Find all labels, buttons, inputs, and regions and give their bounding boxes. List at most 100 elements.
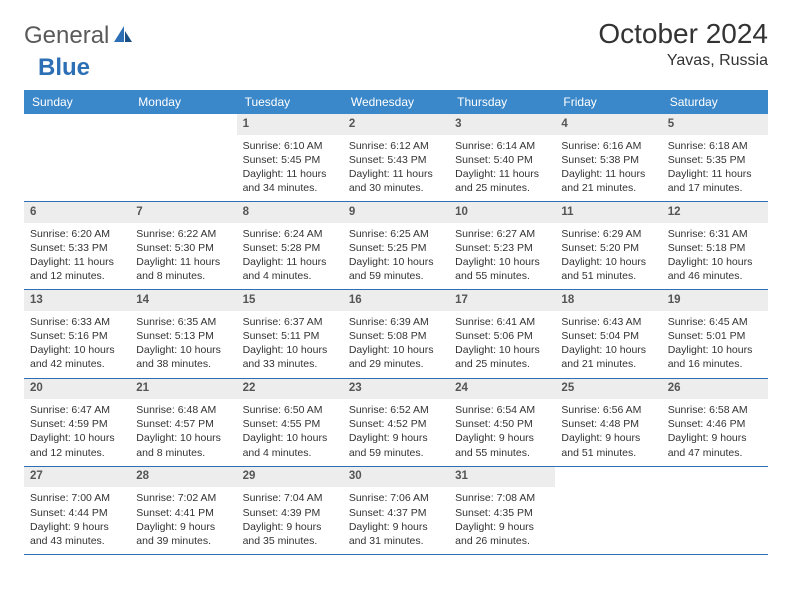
day-cell: 12Sunrise: 6:31 AMSunset: 5:18 PMDayligh… [662, 202, 768, 289]
day-cell: 11Sunrise: 6:29 AMSunset: 5:20 PMDayligh… [555, 202, 661, 289]
day-info: Sunrise: 6:35 AMSunset: 5:13 PMDaylight:… [130, 313, 236, 378]
day-info: Sunrise: 6:58 AMSunset: 4:46 PMDaylight:… [662, 401, 768, 466]
day-cell: 25Sunrise: 6:56 AMSunset: 4:48 PMDayligh… [555, 379, 661, 466]
week-row: 20Sunrise: 6:47 AMSunset: 4:59 PMDayligh… [24, 379, 768, 467]
weeks-container: 1Sunrise: 6:10 AMSunset: 5:45 PMDaylight… [24, 114, 768, 555]
day-info: Sunrise: 6:20 AMSunset: 5:33 PMDaylight:… [24, 225, 130, 290]
day-number: 17 [449, 290, 555, 311]
day-cell: 2Sunrise: 6:12 AMSunset: 5:43 PMDaylight… [343, 114, 449, 201]
week-row: 27Sunrise: 7:00 AMSunset: 4:44 PMDayligh… [24, 467, 768, 555]
day-info: Sunrise: 6:22 AMSunset: 5:30 PMDaylight:… [130, 225, 236, 290]
day-info: Sunrise: 6:37 AMSunset: 5:11 PMDaylight:… [237, 313, 343, 378]
day-info: Sunrise: 7:04 AMSunset: 4:39 PMDaylight:… [237, 489, 343, 554]
day-number: 28 [130, 467, 236, 488]
day-cell: 5Sunrise: 6:18 AMSunset: 5:35 PMDaylight… [662, 114, 768, 201]
day-cell: 4Sunrise: 6:16 AMSunset: 5:38 PMDaylight… [555, 114, 661, 201]
logo-text-blue: Blue [38, 54, 90, 82]
day-number: 20 [24, 379, 130, 400]
day-number: 14 [130, 290, 236, 311]
day-number: 23 [343, 379, 449, 400]
day-cell: 9Sunrise: 6:25 AMSunset: 5:25 PMDaylight… [343, 202, 449, 289]
day-info: Sunrise: 6:18 AMSunset: 5:35 PMDaylight:… [662, 137, 768, 202]
day-info: Sunrise: 6:33 AMSunset: 5:16 PMDaylight:… [24, 313, 130, 378]
day-cell: 7Sunrise: 6:22 AMSunset: 5:30 PMDaylight… [130, 202, 236, 289]
day-number: 24 [449, 379, 555, 400]
day-info: Sunrise: 6:39 AMSunset: 5:08 PMDaylight:… [343, 313, 449, 378]
day-info: Sunrise: 6:12 AMSunset: 5:43 PMDaylight:… [343, 137, 449, 202]
weekday-label: Thursday [449, 90, 555, 114]
day-cell: 26Sunrise: 6:58 AMSunset: 4:46 PMDayligh… [662, 379, 768, 466]
day-number: 11 [555, 202, 661, 223]
month-title: October 2024 [598, 18, 768, 50]
day-info: Sunrise: 6:43 AMSunset: 5:04 PMDaylight:… [555, 313, 661, 378]
day-info: Sunrise: 6:27 AMSunset: 5:23 PMDaylight:… [449, 225, 555, 290]
day-cell: 6Sunrise: 6:20 AMSunset: 5:33 PMDaylight… [24, 202, 130, 289]
day-info: Sunrise: 6:16 AMSunset: 5:38 PMDaylight:… [555, 137, 661, 202]
week-row: 13Sunrise: 6:33 AMSunset: 5:16 PMDayligh… [24, 290, 768, 378]
weekday-header: SundayMondayTuesdayWednesdayThursdayFrid… [24, 90, 768, 114]
day-info: Sunrise: 6:52 AMSunset: 4:52 PMDaylight:… [343, 401, 449, 466]
day-number: 1 [237, 114, 343, 135]
day-info: Sunrise: 7:02 AMSunset: 4:41 PMDaylight:… [130, 489, 236, 554]
day-cell: 13Sunrise: 6:33 AMSunset: 5:16 PMDayligh… [24, 290, 130, 377]
day-cell: 10Sunrise: 6:27 AMSunset: 5:23 PMDayligh… [449, 202, 555, 289]
day-number: 18 [555, 290, 661, 311]
day-number: 8 [237, 202, 343, 223]
day-number: 19 [662, 290, 768, 311]
day-info: Sunrise: 6:29 AMSunset: 5:20 PMDaylight:… [555, 225, 661, 290]
calendar: SundayMondayTuesdayWednesdayThursdayFrid… [24, 90, 768, 555]
day-number: 21 [130, 379, 236, 400]
day-cell: 18Sunrise: 6:43 AMSunset: 5:04 PMDayligh… [555, 290, 661, 377]
location: Yavas, Russia [598, 52, 768, 70]
day-cell: 1Sunrise: 6:10 AMSunset: 5:45 PMDaylight… [237, 114, 343, 201]
day-cell: 3Sunrise: 6:14 AMSunset: 5:40 PMDaylight… [449, 114, 555, 201]
day-cell: 30Sunrise: 7:06 AMSunset: 4:37 PMDayligh… [343, 467, 449, 554]
weekday-label: Wednesday [343, 90, 449, 114]
weekday-label: Sunday [24, 90, 130, 114]
day-info: Sunrise: 6:45 AMSunset: 5:01 PMDaylight:… [662, 313, 768, 378]
day-cell: 16Sunrise: 6:39 AMSunset: 5:08 PMDayligh… [343, 290, 449, 377]
day-info: Sunrise: 6:50 AMSunset: 4:55 PMDaylight:… [237, 401, 343, 466]
day-info: Sunrise: 7:00 AMSunset: 4:44 PMDaylight:… [24, 489, 130, 554]
day-info: Sunrise: 6:56 AMSunset: 4:48 PMDaylight:… [555, 401, 661, 466]
day-cell: 17Sunrise: 6:41 AMSunset: 5:06 PMDayligh… [449, 290, 555, 377]
day-number: 12 [662, 202, 768, 223]
day-number: 9 [343, 202, 449, 223]
day-info: Sunrise: 6:48 AMSunset: 4:57 PMDaylight:… [130, 401, 236, 466]
day-cell: 28Sunrise: 7:02 AMSunset: 4:41 PMDayligh… [130, 467, 236, 554]
week-row: 1Sunrise: 6:10 AMSunset: 5:45 PMDaylight… [24, 114, 768, 202]
day-number: 13 [24, 290, 130, 311]
day-info: Sunrise: 6:10 AMSunset: 5:45 PMDaylight:… [237, 137, 343, 202]
day-info: Sunrise: 6:47 AMSunset: 4:59 PMDaylight:… [24, 401, 130, 466]
empty-cell [24, 114, 130, 201]
day-cell: 15Sunrise: 6:37 AMSunset: 5:11 PMDayligh… [237, 290, 343, 377]
day-number: 4 [555, 114, 661, 135]
day-info: Sunrise: 6:31 AMSunset: 5:18 PMDaylight:… [662, 225, 768, 290]
day-number: 27 [24, 467, 130, 488]
day-cell: 22Sunrise: 6:50 AMSunset: 4:55 PMDayligh… [237, 379, 343, 466]
day-number: 3 [449, 114, 555, 135]
day-info: Sunrise: 6:24 AMSunset: 5:28 PMDaylight:… [237, 225, 343, 290]
logo: General [24, 22, 133, 50]
day-number: 25 [555, 379, 661, 400]
day-info: Sunrise: 6:25 AMSunset: 5:25 PMDaylight:… [343, 225, 449, 290]
weekday-label: Saturday [662, 90, 768, 114]
day-number: 15 [237, 290, 343, 311]
day-number: 7 [130, 202, 236, 223]
weekday-label: Tuesday [237, 90, 343, 114]
day-cell: 24Sunrise: 6:54 AMSunset: 4:50 PMDayligh… [449, 379, 555, 466]
day-cell: 31Sunrise: 7:08 AMSunset: 4:35 PMDayligh… [449, 467, 555, 554]
day-cell: 29Sunrise: 7:04 AMSunset: 4:39 PMDayligh… [237, 467, 343, 554]
day-info: Sunrise: 6:14 AMSunset: 5:40 PMDaylight:… [449, 137, 555, 202]
day-cell: 19Sunrise: 6:45 AMSunset: 5:01 PMDayligh… [662, 290, 768, 377]
day-number: 16 [343, 290, 449, 311]
day-cell: 20Sunrise: 6:47 AMSunset: 4:59 PMDayligh… [24, 379, 130, 466]
weekday-label: Friday [555, 90, 661, 114]
title-block: October 2024 Yavas, Russia [598, 18, 768, 70]
empty-cell [555, 467, 661, 554]
day-number: 2 [343, 114, 449, 135]
day-cell: 14Sunrise: 6:35 AMSunset: 5:13 PMDayligh… [130, 290, 236, 377]
day-cell: 21Sunrise: 6:48 AMSunset: 4:57 PMDayligh… [130, 379, 236, 466]
day-info: Sunrise: 7:06 AMSunset: 4:37 PMDaylight:… [343, 489, 449, 554]
day-number: 26 [662, 379, 768, 400]
